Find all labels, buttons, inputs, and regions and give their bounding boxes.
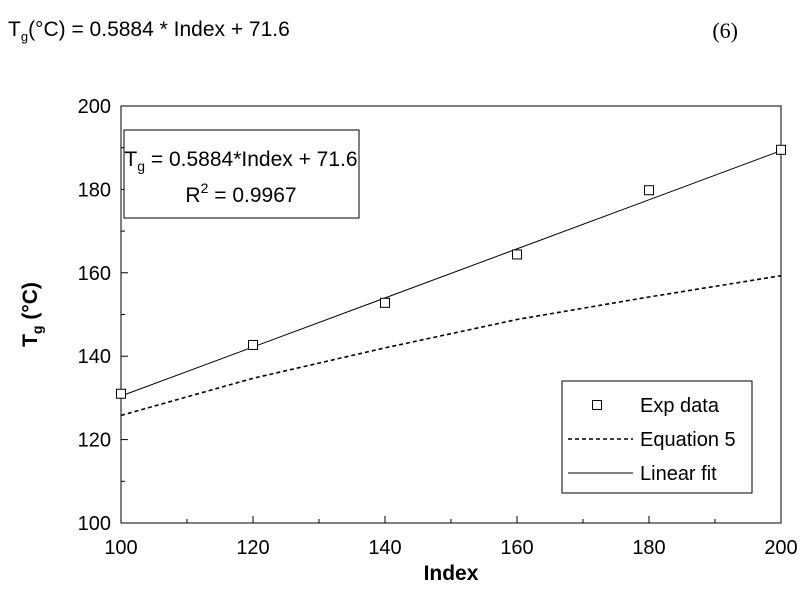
y-axis-title-unit: (°C) <box>19 282 42 325</box>
linear-fit-line <box>120 150 782 397</box>
r-squared-main: R <box>185 184 200 207</box>
exp-data-point <box>644 185 654 196</box>
axis-tick-labels: 100 120 140 160 180 200 100 120 140 160 180 200 <box>78 96 798 559</box>
fit-equation-text: Tg = 0.5884*Index + 71.6 <box>124 148 357 174</box>
exp-data-point <box>248 339 258 350</box>
legend-marker-exp-data <box>592 400 602 410</box>
fit-annotation-box <box>123 129 360 219</box>
equation-line: Tg(°C) = 0.5884 * Index + 71.6 (6) <box>8 14 793 48</box>
series-layer <box>116 144 786 417</box>
equation-lhs-main: T <box>8 18 21 41</box>
fit-annotation: Tg = 0.5884*Index + 71.6 R2 = 0.9967 <box>123 129 360 219</box>
legend-entry-label: Exp data <box>640 395 720 417</box>
exp-data-point <box>380 297 390 308</box>
equation5-line <box>120 274 782 417</box>
fit-equation-rest: = 0.5884*Index + 71.6 <box>145 148 358 171</box>
y-tick-label: 140 <box>78 346 111 368</box>
y-axis-title-main: T <box>19 334 42 347</box>
legend: Exp data Equation 5 Linear fit <box>561 380 753 494</box>
exp-data-point <box>512 249 522 260</box>
x-axis-title: Index <box>424 562 479 585</box>
fit-equation-sub: g <box>137 158 145 174</box>
x-tick-label: 140 <box>368 537 401 559</box>
r-squared-sup: 2 <box>201 180 209 196</box>
exp-data-point <box>116 388 126 399</box>
y-tick-label: 120 <box>78 430 111 452</box>
equation-lhs-sub: g <box>20 29 29 45</box>
r-squared-text: R2 = 0.9967 <box>185 180 296 207</box>
equation-lhs-unit: (°C) <box>28 18 66 41</box>
legend-box <box>561 380 753 494</box>
y-axis-title-sub: g <box>29 326 45 335</box>
y-tick-label: 100 <box>78 513 111 535</box>
x-tick-label: 100 <box>104 537 137 559</box>
x-tick-label: 160 <box>500 537 533 559</box>
y-tick-label: 160 <box>78 263 111 285</box>
y-axis-title: Tg (°C) <box>19 282 45 347</box>
x-tick-label: 200 <box>764 537 797 559</box>
equation-number: (6) <box>712 18 738 43</box>
legend-entry-label: Linear fit <box>640 463 717 485</box>
equation-text: Tg(°C) = 0.5884 * Index + 71.6 <box>8 18 290 44</box>
x-tick-label: 120 <box>236 537 269 559</box>
fit-equation-main: T <box>124 148 137 171</box>
r-squared-rest: = 0.9967 <box>208 184 296 207</box>
x-tick-label: 180 <box>632 537 665 559</box>
legend-entry-label: Equation 5 <box>640 429 736 451</box>
exp-data-point <box>776 144 786 155</box>
y-tick-label: 180 <box>78 179 111 201</box>
equation-rhs: = 0.5884 * Index + 71.6 <box>65 18 290 41</box>
y-tick-label: 200 <box>78 96 111 118</box>
